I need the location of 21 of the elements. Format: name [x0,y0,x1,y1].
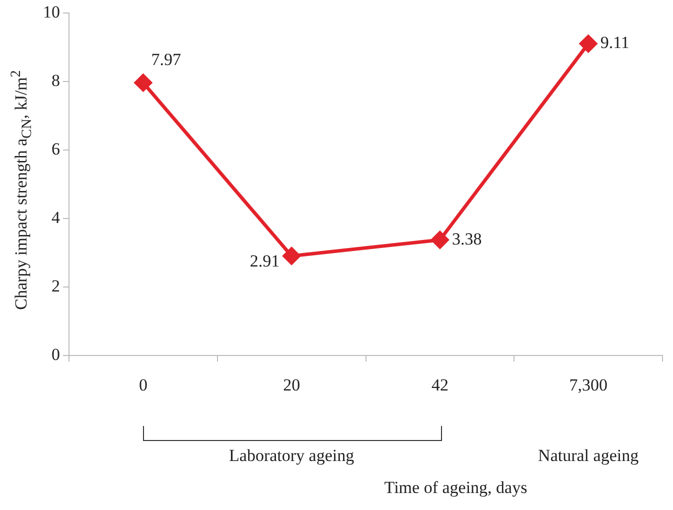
x-tick-label: 0 [138,375,148,394]
x-tick-label: 42 [431,375,448,394]
y-tick-label: 6 [52,140,60,159]
data-label: 3.38 [452,229,482,248]
point [431,231,449,249]
y-tick-label: 8 [52,71,60,90]
point [580,34,598,52]
data-label: 7.97 [151,50,182,70]
x-axis-title: Time of ageing, days [384,478,528,497]
y-tick-label: 10 [43,2,60,22]
point [282,247,300,265]
y-tick-label: 0 [52,345,60,364]
x-tick-label: 7,300 [569,375,608,394]
y-tick-label: 2 [52,276,60,296]
y-tick-label: 4 [52,208,60,228]
point [134,74,152,92]
text: Natural ageing [538,446,640,465]
text: Laboratory ageing [229,446,355,465]
data-label: 2.91 [250,251,280,270]
x-tick-label: 20 [283,375,300,394]
data-label: 9.11 [600,33,630,52]
